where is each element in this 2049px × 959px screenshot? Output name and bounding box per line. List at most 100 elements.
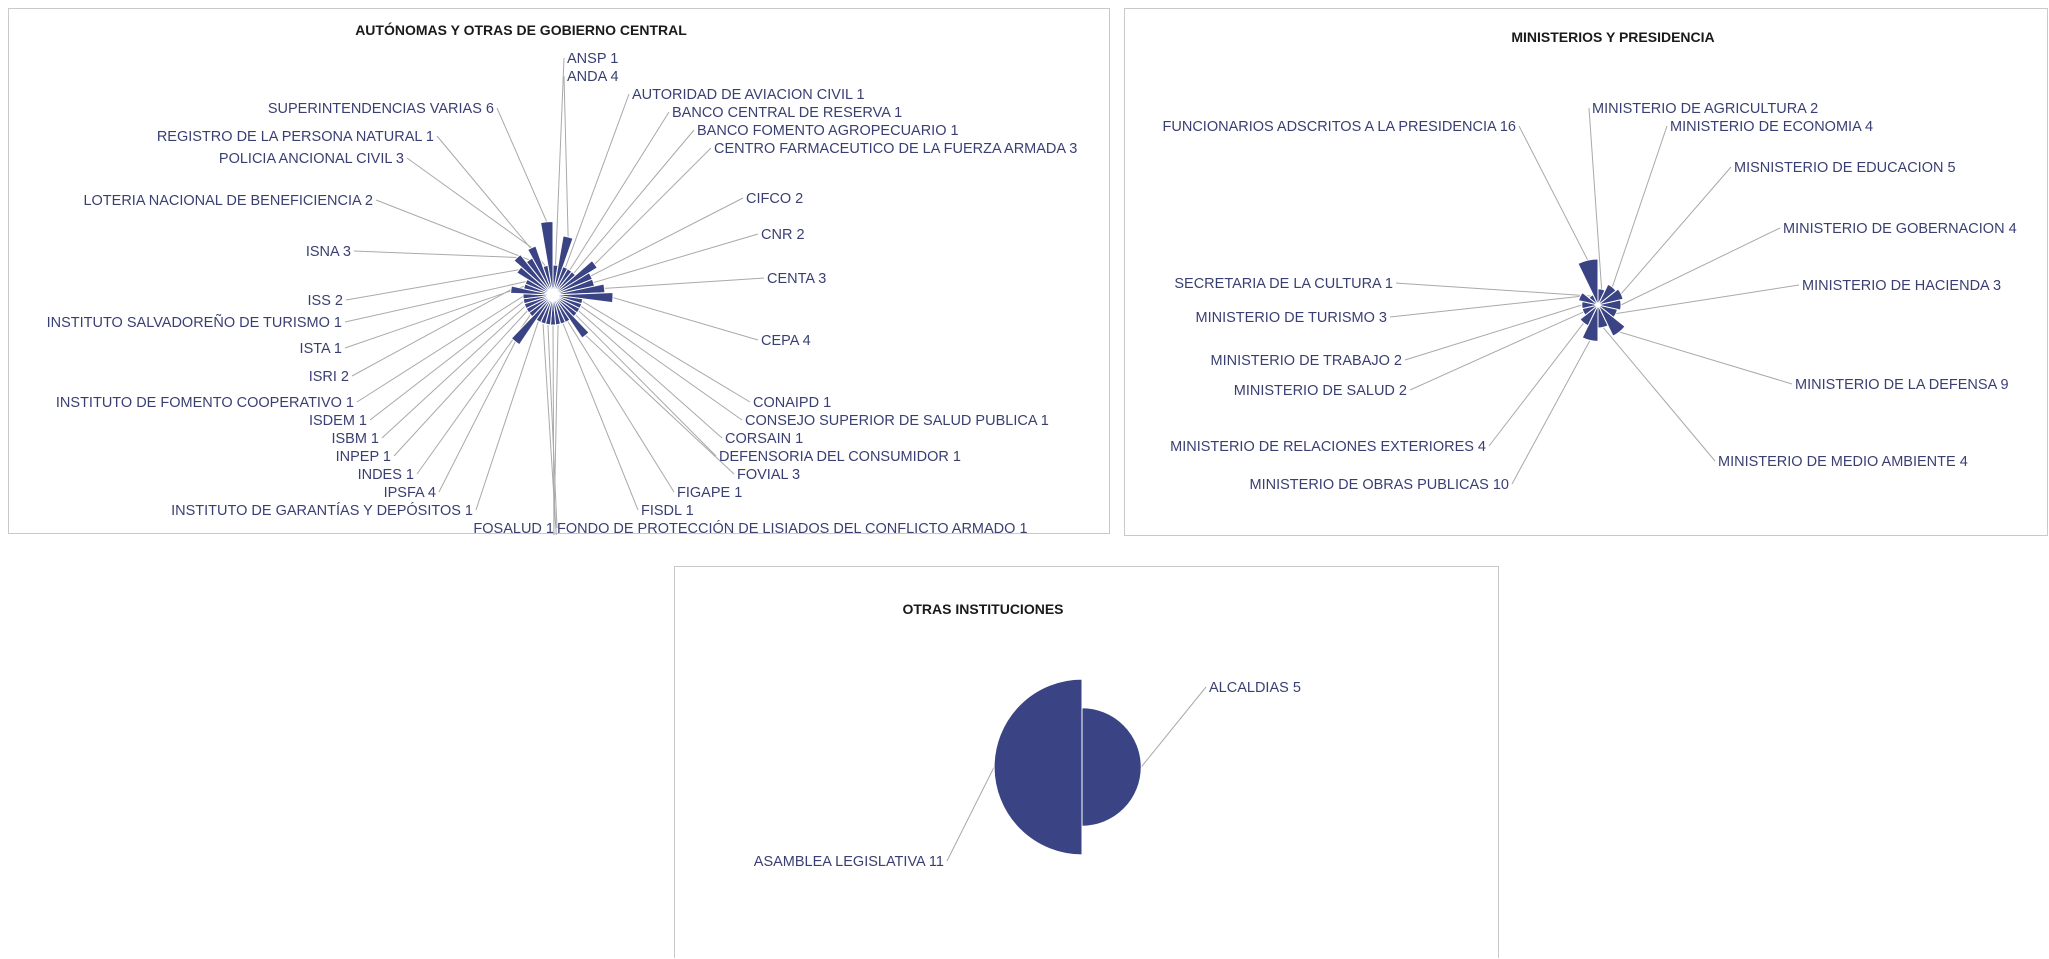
- leader-line: [356, 295, 524, 403]
- wedge-label: SECRETARIA DE LA CULTURA 1: [1174, 276, 1393, 292]
- leader-line: [552, 324, 555, 535]
- chart-panel-otras: OTRAS INSTITUCIONES ALCALDIAS 5 ASAMBLEA …: [674, 566, 1499, 958]
- wedge-label: FIGAPE 1: [677, 485, 742, 501]
- leader-line: [369, 300, 524, 421]
- leader-line: [351, 289, 512, 377]
- wedge: [1579, 304, 1599, 327]
- wedge-label: FONDO DE PROTECCIÓN DE LISIADOS DEL CONF…: [557, 520, 1028, 535]
- leader-line: [438, 341, 516, 493]
- wedge-label: FISDL 1: [641, 503, 694, 519]
- leader-line: [381, 305, 526, 439]
- leader-line: [593, 233, 759, 284]
- wedge-label: ISRI 2: [309, 369, 349, 385]
- leader-lines: [946, 686, 1207, 862]
- wedge: [1597, 299, 1622, 311]
- chart-title: MINISTERIOS Y PRESIDENCIA: [1511, 29, 1714, 45]
- leader-line: [1140, 686, 1207, 768]
- leader-line: [567, 320, 675, 493]
- wedge-label: ISDEM 1: [309, 413, 367, 429]
- wedge: [526, 245, 554, 296]
- leader-line: [569, 111, 670, 271]
- leader-line: [585, 335, 735, 475]
- wedge: [1597, 288, 1624, 306]
- leader-line: [1511, 340, 1591, 485]
- leader-line: [582, 300, 751, 403]
- leader-line: [406, 157, 532, 249]
- leader-line: [1611, 125, 1668, 288]
- wedge: [993, 678, 1083, 856]
- leader-line: [353, 250, 518, 258]
- wedge-label: ANDA 4: [567, 69, 619, 85]
- leader-line: [946, 766, 995, 862]
- leader-line: [612, 297, 759, 341]
- wedge-label: MINISTERIO DE TURISMO 3: [1196, 310, 1387, 326]
- wedge-label: INSTITUTO DE FOMENTO COOPERATIVO 1: [56, 395, 354, 411]
- wedge-label: ISBM 1: [331, 431, 379, 447]
- leader-line: [578, 310, 723, 439]
- chart-panel-ministerios: MINISTERIOS Y PRESIDENCIA MINISTERIO DE …: [1124, 8, 2048, 536]
- leader-line: [1588, 107, 1603, 290]
- wedge-label: BANCO FOMENTO AGROPECUARIO 1: [697, 123, 959, 139]
- wedge-label: MINISTERIO DE RELACIONES EXTERIORES 4: [1170, 439, 1486, 455]
- wedge-label: MINISTERIO DE SALUD 2: [1234, 383, 1407, 399]
- wedge-label: ISS 2: [308, 293, 343, 309]
- chart-title: OTRAS INSTITUCIONES: [902, 601, 1063, 617]
- wedge-label: MINISTERIO DE AGRICULTURA 2: [1592, 101, 1818, 117]
- leader-line: [1620, 166, 1732, 295]
- wedge-label: CIFCO 2: [746, 191, 803, 207]
- leader-line: [1395, 282, 1591, 297]
- wedge: [510, 294, 554, 346]
- leader-line: [590, 197, 744, 277]
- leader-line: [580, 305, 743, 421]
- wedge: [513, 253, 554, 296]
- wedge: [552, 294, 590, 339]
- leader-line: [416, 314, 531, 475]
- wedge-label: FUNCIONARIOS ADSCRITOS A LA PRESIDENCIA …: [1163, 119, 1516, 135]
- leader-lines: [1389, 107, 1800, 485]
- leader-line: [542, 323, 557, 535]
- leader-line: [1620, 227, 1781, 306]
- wedge: [1081, 707, 1142, 827]
- leader-line: [375, 199, 530, 261]
- leader-line: [1602, 327, 1716, 462]
- wedge-label: FOVIAL 3: [737, 467, 800, 483]
- leader-lines: [344, 57, 765, 535]
- leader-line: [1404, 304, 1582, 361]
- leader-line: [1615, 284, 1800, 315]
- wedge-label: CORSAIN 1: [725, 431, 803, 447]
- leader-line: [553, 324, 559, 529]
- wedge-labels: ANSP 1 ANDA 4 AUTORIDAD DE AVIACION CIVIL …: [47, 51, 1078, 535]
- leader-line: [563, 75, 569, 237]
- leader-line: [1518, 125, 1589, 261]
- polar-chart-ministerios: MINISTERIOS Y PRESIDENCIA MINISTERIO DE …: [1163, 29, 2017, 493]
- wedge-label: REGISTRO DE LA PERSONA NATURAL 1: [157, 129, 434, 145]
- wedge-label: INSTITUTO DE GARANTÍAS Y DEPÓSITOS 1: [171, 502, 473, 519]
- leader-line: [496, 107, 548, 222]
- wedge-label: IPSFA 4: [384, 485, 436, 501]
- wedge-label: CENTRO FARMACEUTICO DE LA FUERZA ARMADA …: [714, 141, 1077, 157]
- wedge-label: MISNISTERIO DE EDUCACION 5: [1734, 160, 1956, 176]
- wedge-label: INDES 1: [358, 467, 414, 483]
- leader-line: [562, 323, 639, 511]
- leader-line: [604, 277, 765, 289]
- leader-line: [594, 147, 712, 265]
- wedge: [552, 291, 614, 304]
- leader-line: [475, 321, 539, 511]
- wedge-label: FOSALUD 1: [473, 521, 554, 535]
- leader-line: [555, 57, 565, 266]
- leader-line: [436, 135, 546, 267]
- leader-line: [344, 285, 525, 349]
- wedge-label: BANCO CENTRAL DE RESERVA 1: [672, 105, 902, 121]
- wedge-label: CNR 2: [761, 227, 805, 243]
- wedge-labels: MINISTERIO DE AGRICULTURA 2 MINISTERIO DE…: [1163, 101, 2017, 493]
- wedge-labels: ALCALDIAS 5 ASAMBLEA LEGISLATIVA 11: [754, 680, 1301, 870]
- wedge: [1577, 258, 1599, 306]
- wedge-label: MINISTERIO DE LA DEFENSA 9: [1795, 377, 2009, 393]
- wedge: [1597, 304, 1626, 337]
- wedge-label: CENTA 3: [767, 271, 826, 287]
- wedge-label: MINISTERIO DE MEDIO AMBIENTE 4: [1718, 454, 1968, 470]
- wedges: [1577, 258, 1626, 342]
- leader-line: [1488, 322, 1585, 447]
- wedge-label: AUTORIDAD DE AVIACION CIVIL 1: [632, 87, 865, 103]
- wedge-label: DEFENSORIA DEL CONSUMIDOR 1: [719, 449, 961, 465]
